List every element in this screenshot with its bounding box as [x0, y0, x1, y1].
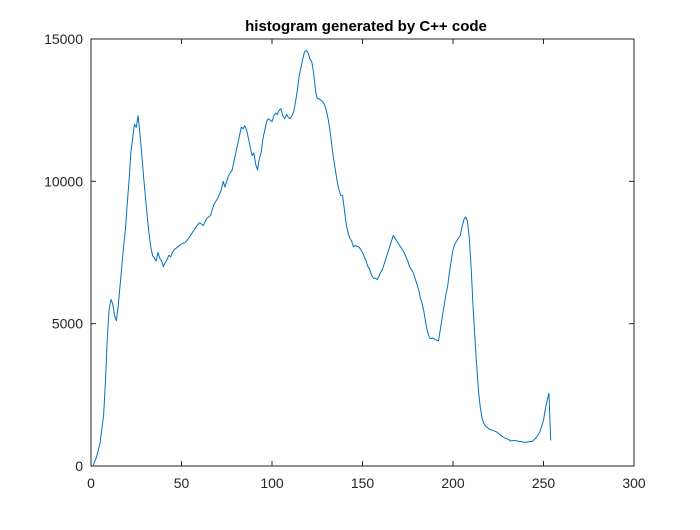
series-line: [92, 49, 552, 467]
series-group: [92, 49, 552, 467]
y-tick-label: 5000: [52, 316, 83, 332]
y-tick-label: 10000: [44, 173, 83, 189]
x-tick-label: 300: [622, 475, 646, 491]
y-tick-label: 0: [75, 458, 83, 474]
chart-title: histogram generated by C++ code: [245, 18, 487, 35]
x-tick-label: 100: [260, 475, 284, 491]
y-axis-ticks: 0 5000 10000 15000: [44, 31, 634, 474]
x-tick-label: 150: [351, 475, 375, 491]
x-tick-label: 200: [441, 475, 465, 491]
x-tick-label: 50: [174, 475, 190, 491]
y-tick-label: 15000: [44, 31, 83, 47]
x-axis-ticks: 0 50 100 150 200 250 300: [87, 39, 646, 491]
x-tick-label: 0: [87, 475, 95, 491]
x-tick-label: 250: [532, 475, 556, 491]
